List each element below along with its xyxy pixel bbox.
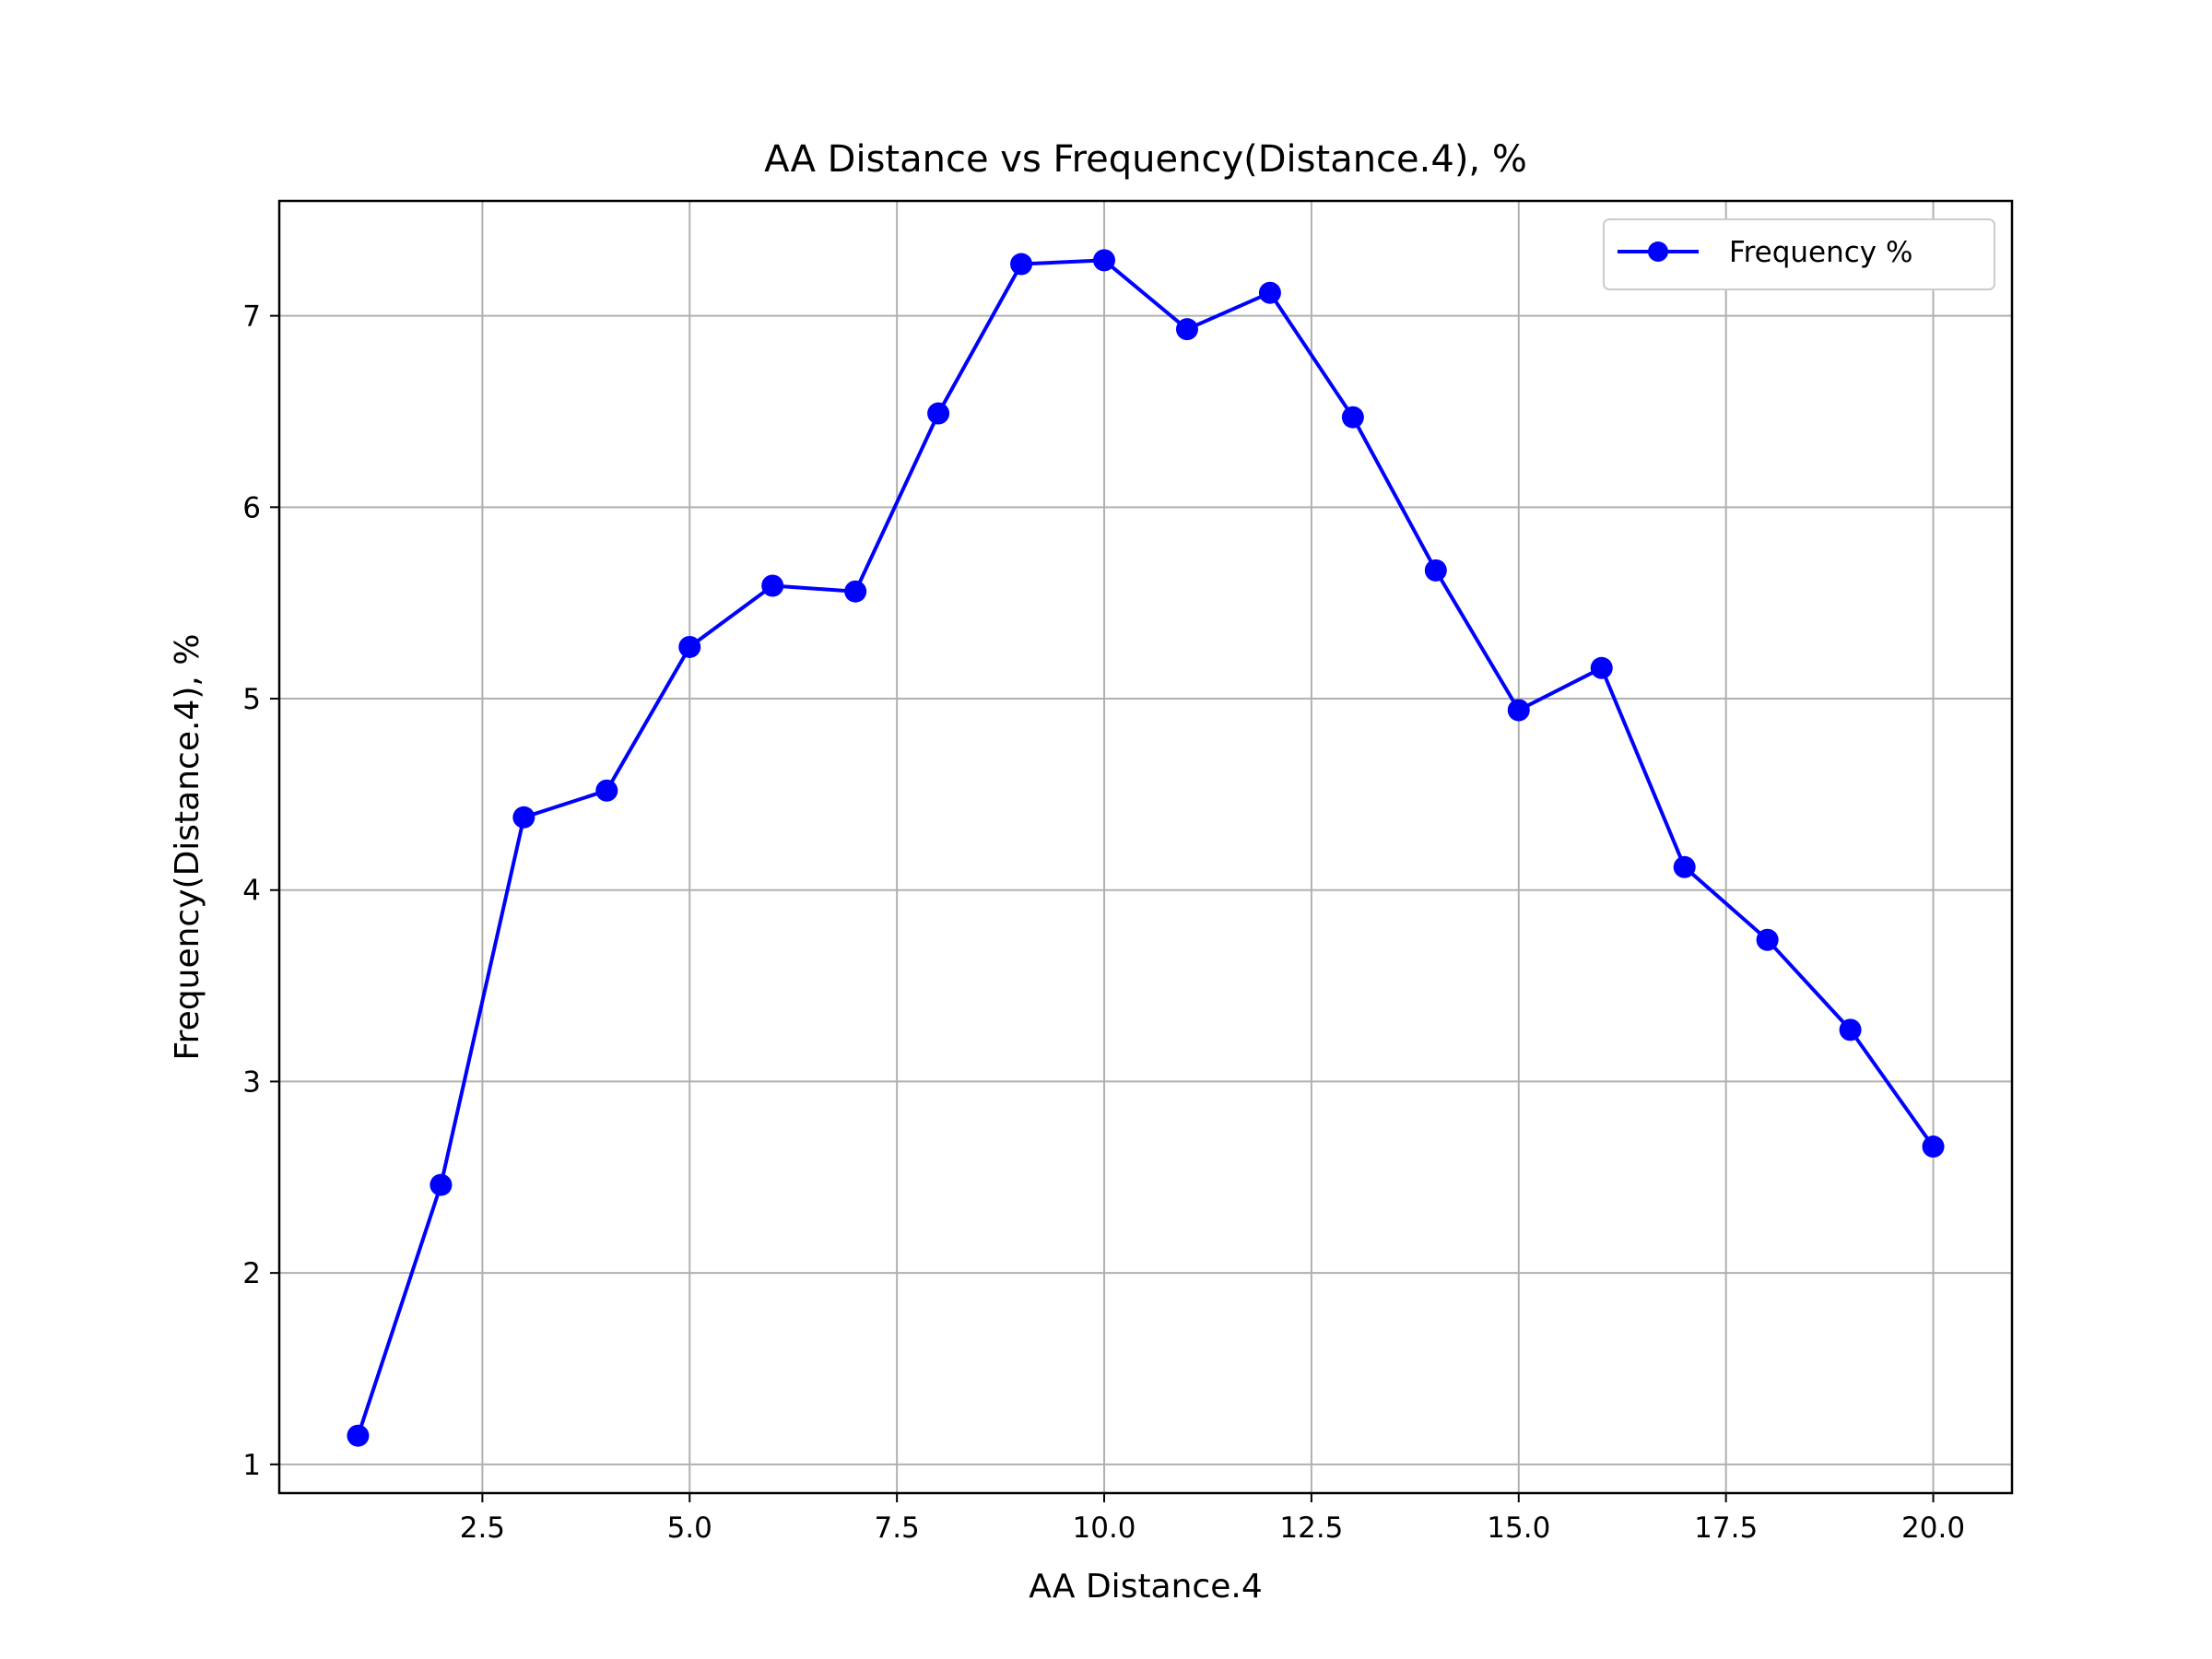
y-tick-label: 5: [242, 683, 261, 716]
data-point: [1341, 406, 1364, 429]
data-point: [1673, 855, 1696, 878]
grid: [279, 201, 2012, 1493]
data-point: [1010, 253, 1033, 276]
data-point: [429, 1173, 453, 1196]
y-axis: 1 2 3 4 5 6 7: [242, 300, 279, 1482]
data-point: [1093, 249, 1116, 272]
x-tick-label: 7.5: [874, 1512, 919, 1545]
legend-box: [1603, 218, 1995, 290]
x-axis-label: AA Distance.4: [1029, 1568, 1262, 1606]
x-tick-label: 10.0: [1073, 1512, 1136, 1545]
x-axis: 2.5 5.0 7.5 10.0 12.5 15.0 17.5 20.0: [460, 1493, 1965, 1545]
data-point: [761, 574, 784, 597]
data-point: [1175, 318, 1198, 341]
y-tick-label: 2: [242, 1257, 261, 1290]
y-tick-label: 1: [242, 1449, 261, 1482]
legend-marker: [1648, 241, 1668, 262]
legend: Frequency %: [1603, 218, 1995, 290]
data-point: [1756, 928, 1779, 951]
data-point: [1507, 699, 1530, 722]
y-tick-label: 7: [242, 300, 261, 334]
data-point: [1922, 1135, 1945, 1159]
data-point: [595, 779, 618, 802]
data-point: [512, 806, 535, 829]
data-point: [1839, 1018, 1862, 1041]
data-point: [1258, 281, 1281, 304]
data-point: [347, 1424, 370, 1447]
x-tick-label: 2.5: [460, 1512, 505, 1545]
x-tick-label: 5.0: [667, 1512, 712, 1545]
data-point: [678, 635, 701, 658]
x-tick-label: 15.0: [1487, 1512, 1550, 1545]
series-layer: [347, 249, 1945, 1447]
data-point: [1424, 559, 1447, 582]
data-point: [1590, 656, 1613, 679]
x-tick-label: 20.0: [1901, 1512, 1965, 1545]
x-tick-label: 12.5: [1279, 1512, 1343, 1545]
series-line: [356, 258, 1936, 1437]
plot-frame: [277, 199, 2014, 1495]
y-tick-label: 3: [242, 1065, 261, 1099]
legend-label: Frequency %: [1729, 236, 1912, 269]
data-point: [844, 580, 867, 603]
chart-title: AA Distance vs Frequency(Distance.4), %: [764, 138, 1527, 181]
x-tick-label: 17.5: [1694, 1512, 1758, 1545]
data-point: [927, 402, 950, 425]
y-tick-label: 6: [242, 491, 261, 524]
y-axis-label: Frequency(Distance.4), %: [169, 634, 206, 1061]
y-tick-label: 4: [242, 875, 261, 908]
